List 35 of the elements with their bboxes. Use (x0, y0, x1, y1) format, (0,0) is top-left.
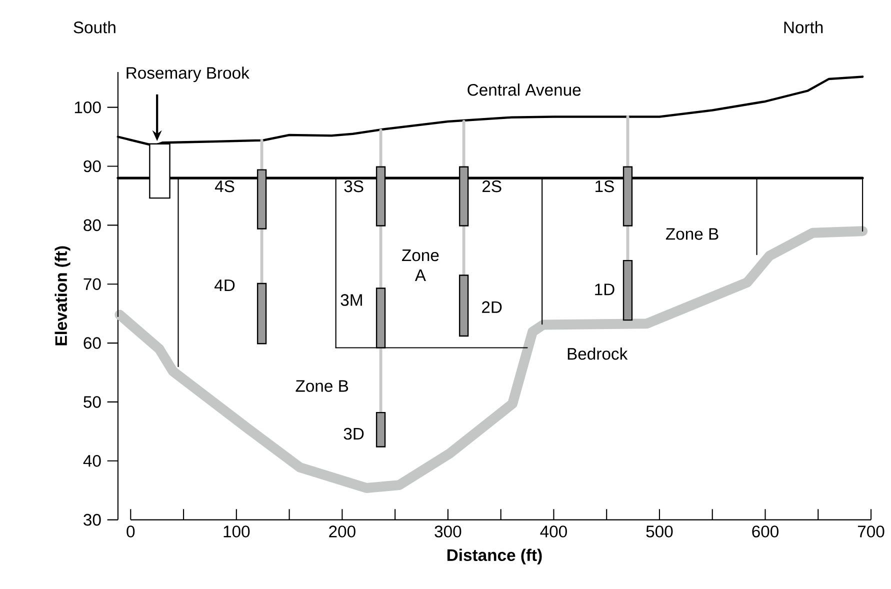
annotation: Bedrock (568, 348, 628, 360)
y-tick-label: 80 (84, 219, 101, 232)
x-axis-title: Distance (ft) (447, 548, 542, 564)
annotation: 4D (214, 280, 235, 292)
annotation: 1D (595, 284, 614, 296)
annotation: Zone B (666, 228, 718, 240)
y-tick-label: 50 (84, 396, 101, 408)
annotation: Rosemary Brook (126, 66, 250, 82)
x-tick-label: 400 (540, 526, 567, 538)
x-tick-label: 700 (858, 526, 884, 538)
y-tick-label: 100 (74, 102, 101, 114)
x-tick-label: 200 (329, 526, 356, 538)
x-tick-label: 0 (126, 526, 135, 538)
annotation: 3D (344, 428, 364, 440)
y-tick-label: 30 (84, 514, 101, 526)
annotation: 3M (340, 294, 362, 306)
y-tick-label: 40 (83, 455, 101, 467)
y-tick-label: 70 (84, 278, 101, 290)
x-tick-label: 600 (752, 526, 778, 538)
annotation: 2D (482, 301, 502, 314)
y-tick-label: 90 (84, 160, 101, 172)
x-tick-label: 300 (434, 526, 462, 538)
annotation: Zone B (296, 380, 348, 392)
annotation: 2S (482, 180, 502, 192)
annotation: Zone A (402, 250, 439, 282)
annotation: 3S (344, 180, 364, 192)
x-tick-label: 500 (646, 526, 673, 538)
annotation: 1S (596, 180, 614, 192)
y-tick-label: 60 (84, 337, 101, 350)
annotation: 4S (214, 180, 234, 192)
text: North (784, 21, 823, 34)
y-axis-title: Elevation (ft) (54, 246, 70, 346)
text: South (74, 21, 116, 34)
annotation: Central Avenue (468, 84, 581, 96)
x-tick-label: 100 (224, 526, 250, 538)
